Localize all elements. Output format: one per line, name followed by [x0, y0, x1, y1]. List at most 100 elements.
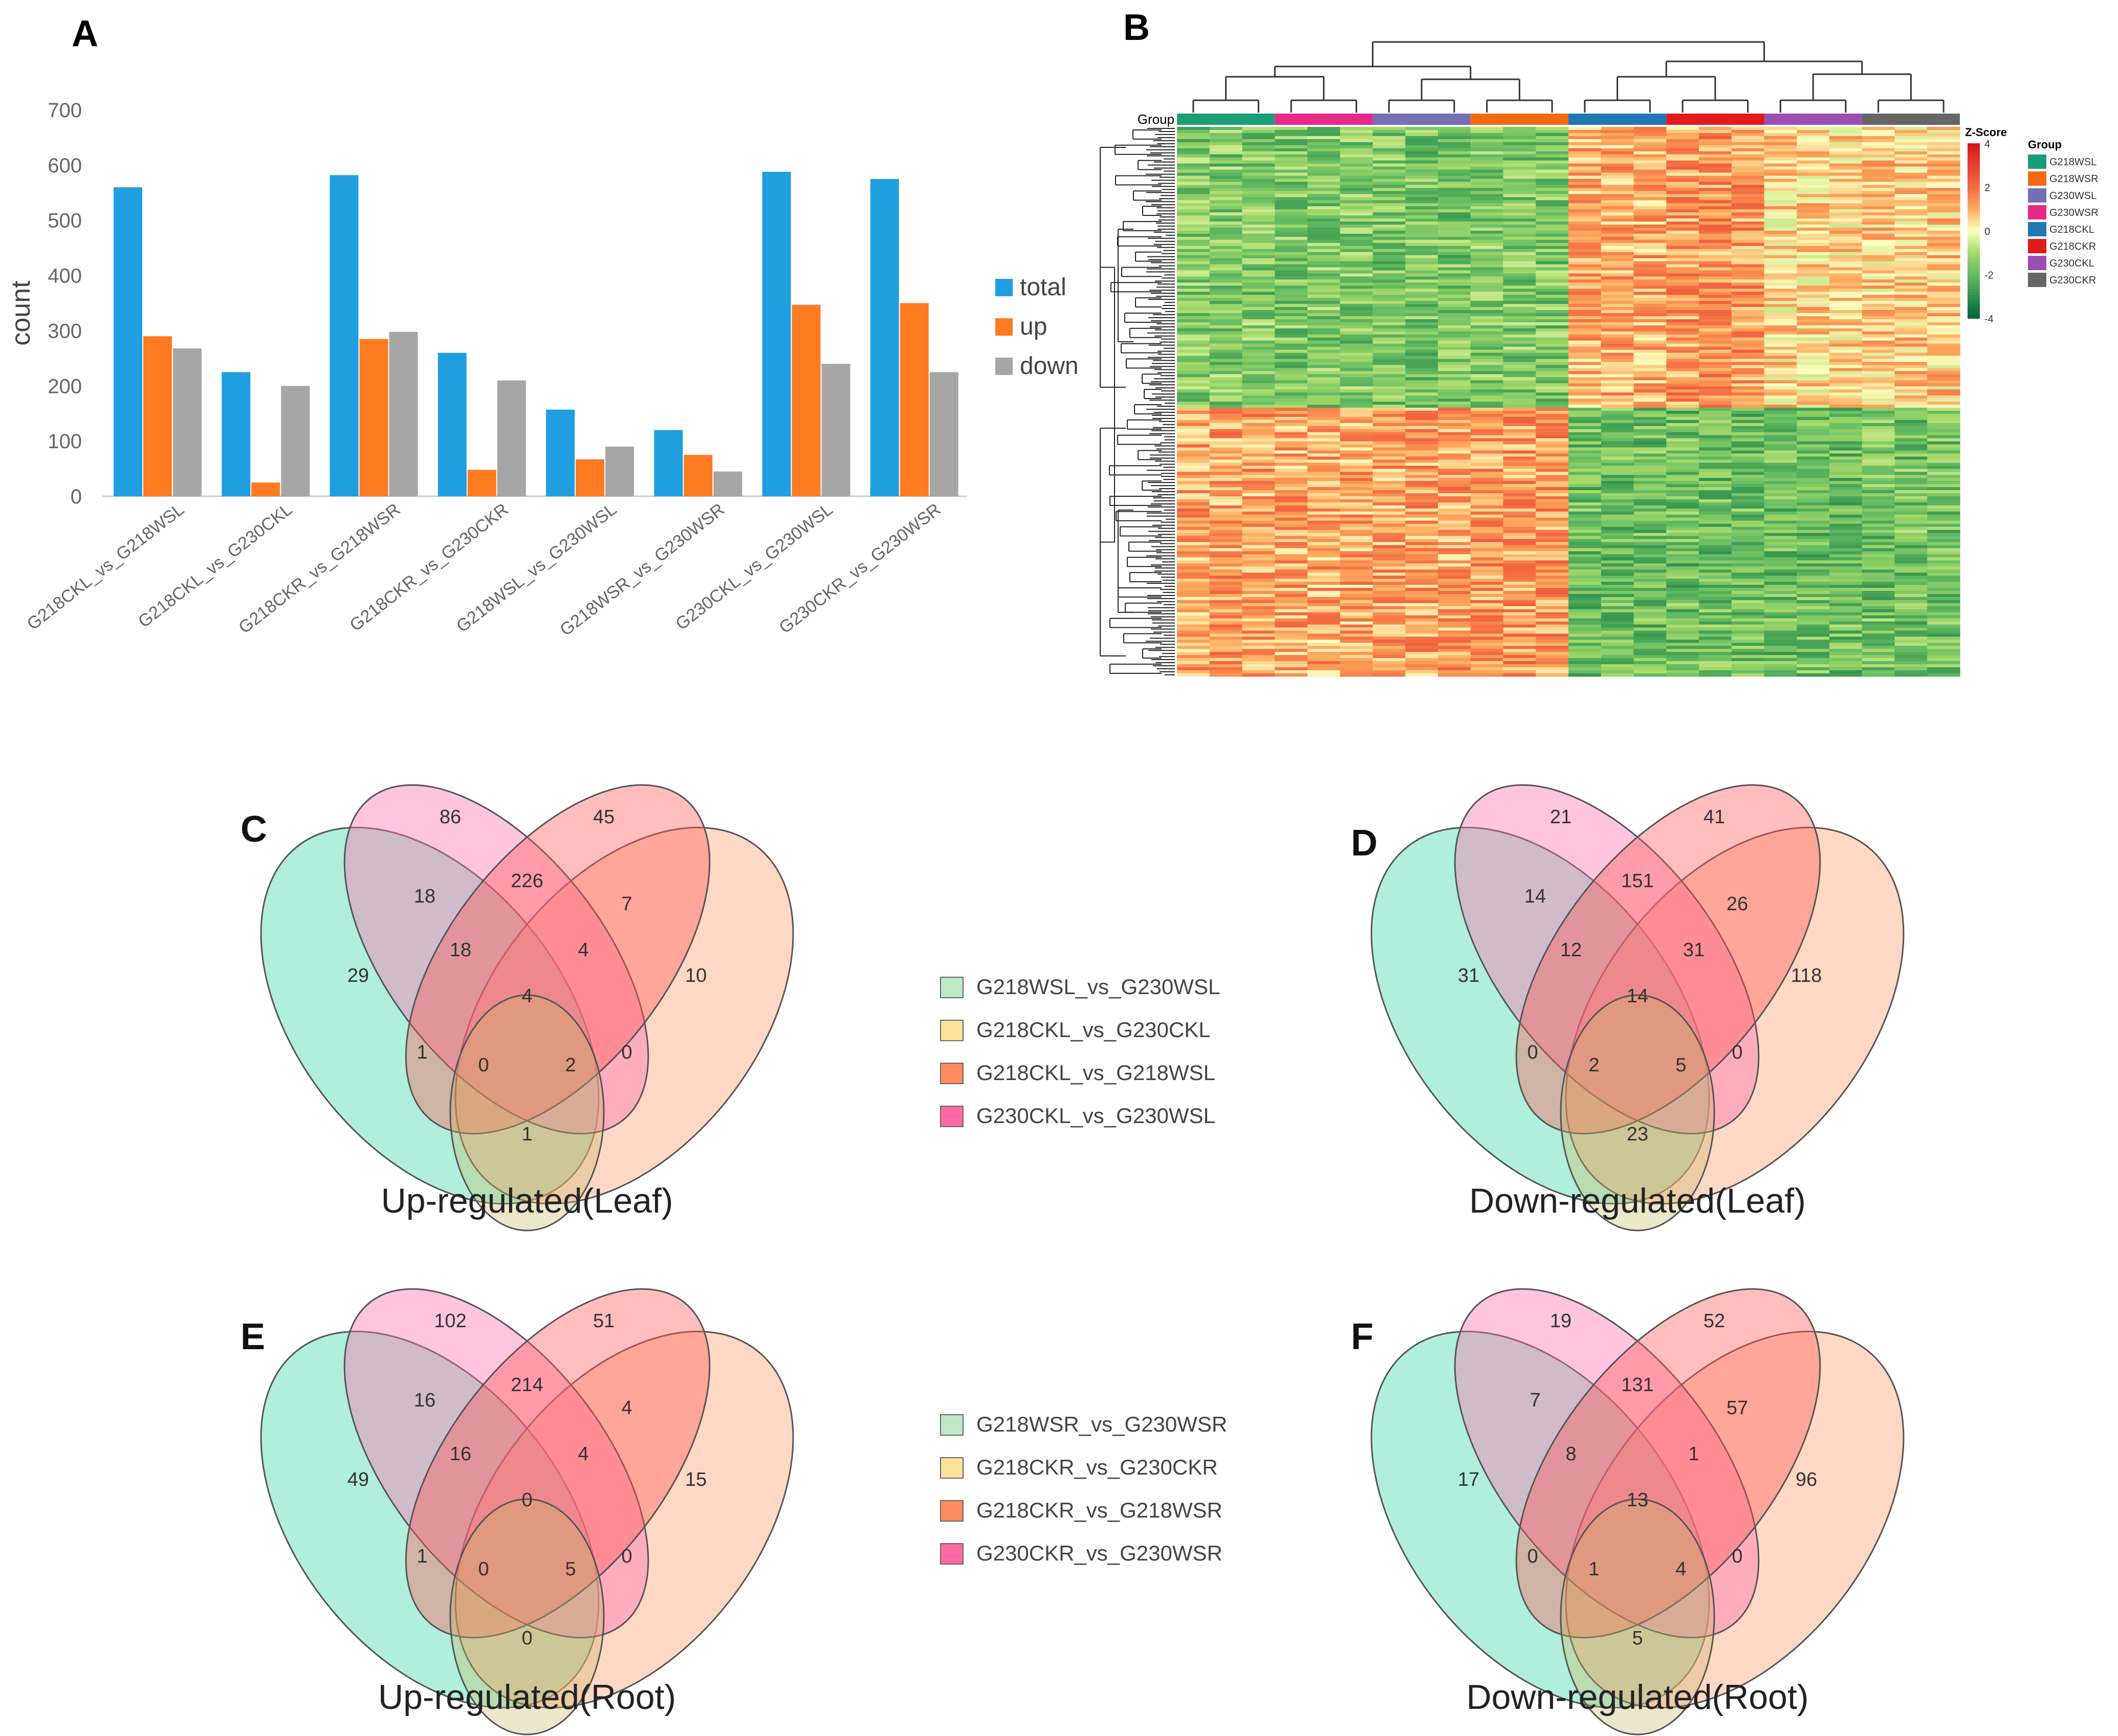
heat-cell — [1372, 517, 1406, 521]
heat-cell — [1438, 655, 1471, 658]
heat-cell — [1438, 145, 1471, 149]
heat-cell — [1797, 252, 1830, 256]
heat-cell — [1633, 508, 1667, 512]
heat-cell — [1275, 292, 1308, 295]
heat-cell — [1862, 661, 1895, 665]
heat-cell — [1177, 310, 1210, 314]
set-1-ellipse — [260, 826, 600, 1205]
heat-cell — [1503, 502, 1536, 506]
heat-cell — [1209, 523, 1243, 528]
venn-region-count: 0 — [621, 1546, 632, 1567]
heat-cell — [1242, 621, 1275, 625]
heat-cell — [1666, 276, 1699, 280]
heat-cell — [1633, 640, 1667, 643]
heat-cell — [1177, 655, 1210, 658]
heat-cell — [1927, 618, 1960, 622]
heat-cell — [1372, 218, 1406, 222]
heat-cell — [1568, 402, 1602, 405]
heat-cell — [1797, 175, 1830, 180]
heat-cell — [1797, 389, 1830, 393]
heat-cell — [1797, 270, 1830, 274]
heat-cell — [1666, 267, 1699, 271]
heat-cell — [1470, 307, 1504, 311]
heat-cell — [1307, 587, 1341, 591]
heat-cell — [1894, 368, 1928, 371]
heat-cell — [1666, 502, 1699, 506]
heat-cell — [1242, 206, 1275, 210]
heat-cell — [1894, 374, 1928, 378]
heat-cell — [1601, 557, 1634, 561]
heat-cell — [1601, 416, 1634, 421]
heat-cell — [1829, 493, 1863, 497]
heat-cell — [1829, 129, 1863, 134]
heat-cell — [1568, 224, 1602, 228]
heat-cell — [1503, 246, 1536, 250]
heat-cell — [1797, 249, 1830, 253]
heat-cell — [1209, 261, 1243, 265]
heat-cell — [1242, 359, 1275, 363]
heat-cell — [1568, 307, 1602, 311]
heat-cell — [1666, 239, 1699, 244]
heat-cell — [1307, 438, 1341, 442]
heat-cell — [1209, 566, 1243, 570]
heat-cell — [1829, 383, 1863, 387]
venn-region-count: 0 — [1527, 1546, 1538, 1567]
heat-cell — [1927, 243, 1960, 247]
heat-cell — [1340, 127, 1373, 130]
heat-cell — [1894, 652, 1928, 655]
heat-cell — [1829, 221, 1863, 225]
heat-cell — [1797, 590, 1830, 595]
heat-cell — [1536, 365, 1569, 368]
heat-cell — [1177, 399, 1210, 402]
heat-cell — [1209, 594, 1243, 598]
heat-cell — [1797, 530, 1830, 534]
heat-cell — [1242, 380, 1275, 384]
heat-cell — [1536, 407, 1569, 411]
heat-cell — [1862, 258, 1895, 262]
heat-cell — [1405, 236, 1438, 240]
heat-cell — [1731, 273, 1765, 277]
heat-cell — [1601, 136, 1634, 140]
heat-cell — [1470, 230, 1504, 234]
heat-cell — [1601, 325, 1634, 329]
heat-cell — [1307, 530, 1341, 534]
heat-cell — [1666, 365, 1699, 368]
heat-cell — [1536, 526, 1569, 531]
heat-cell — [1438, 423, 1471, 427]
heat-cell — [1242, 233, 1275, 237]
heat-cell — [1470, 640, 1504, 643]
heat-cell — [1340, 343, 1373, 347]
heat-cell — [1568, 505, 1602, 509]
heat-cell — [1275, 447, 1308, 451]
heat-cell — [1731, 450, 1765, 454]
heat-cell — [1340, 349, 1373, 354]
heat-cell — [1503, 142, 1536, 146]
heat-cell — [1633, 139, 1667, 143]
heat-cell — [1731, 618, 1765, 622]
venn-legend-swatch — [940, 1457, 964, 1479]
heat-cell — [1438, 416, 1471, 421]
heat-cell — [1536, 258, 1569, 262]
heat-cell — [1405, 661, 1438, 665]
heat-cell — [1340, 450, 1373, 454]
heat-cell — [1177, 566, 1210, 570]
venn-legend-label: G218CKR_vs_G230CKR — [976, 1455, 1218, 1479]
bar-up — [143, 336, 172, 496]
heat-cell — [1633, 667, 1667, 671]
heat-cell — [1307, 319, 1341, 323]
heat-cell — [1829, 600, 1863, 604]
heat-cell — [1927, 502, 1960, 506]
heat-cell — [1894, 554, 1928, 558]
heat-cell — [1307, 175, 1341, 180]
heat-cell — [1633, 582, 1667, 585]
heat-cell — [1536, 343, 1569, 347]
heat-cell — [1568, 151, 1602, 155]
heat-cell — [1470, 325, 1504, 329]
heat-cell — [1699, 377, 1732, 381]
heat-cell — [1307, 416, 1341, 421]
heat-cell — [1601, 597, 1634, 601]
heat-cell — [1438, 569, 1471, 573]
venn-region-count: 57 — [1727, 1397, 1748, 1419]
heat-cell — [1699, 346, 1732, 350]
heat-cell — [1536, 252, 1569, 256]
